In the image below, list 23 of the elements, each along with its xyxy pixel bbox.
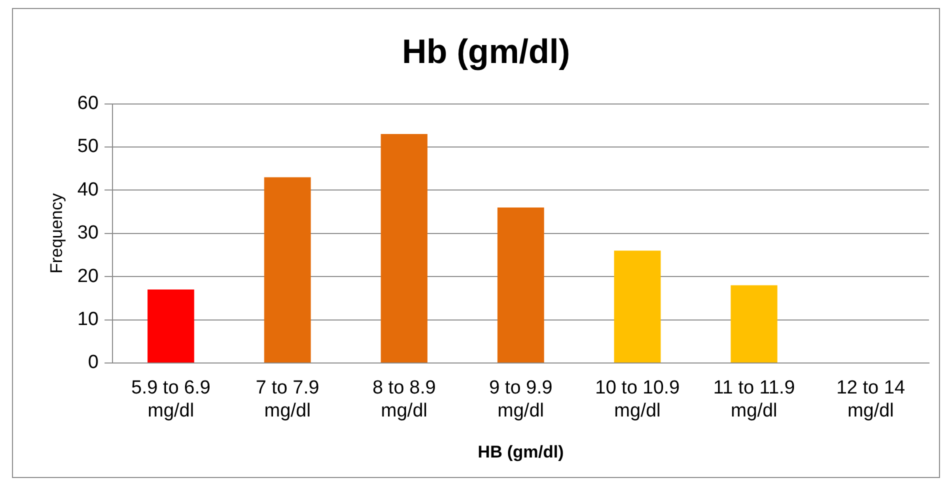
x-tick-label: 8 to 8.9 mg/dl	[372, 378, 436, 422]
x-tick-label: 9 to 9.9 mg/dl	[489, 378, 552, 422]
x-tick-label: 11 to 11.9 mg/dl	[713, 378, 795, 422]
x-axis-title: HB (gm/dl)	[478, 442, 564, 462]
x-tick-label: 5.9 to 6.9 mg/dl	[131, 378, 210, 422]
bar	[497, 207, 544, 362]
bar	[264, 177, 311, 362]
x-tick-label: 7 to 7.9 mg/dl	[256, 378, 320, 422]
bar	[148, 290, 194, 362]
y-tick-label: 30	[77, 222, 99, 244]
y-tick-label: 0	[88, 352, 99, 374]
bar	[380, 134, 428, 362]
y-tick-label: 40	[77, 179, 99, 200]
y-tick-label: 50	[77, 136, 99, 158]
bar	[730, 285, 778, 362]
bar	[614, 250, 661, 362]
y-tick-label: 60	[77, 93, 99, 114]
y-tick-label: 10	[77, 309, 99, 330]
chart-title: Hb (gm/dl)	[402, 32, 570, 71]
y-axis-title: Frequency	[46, 192, 66, 274]
x-tick-label: 12 to 14 mg/dl	[836, 378, 906, 422]
x-tick-label: 10 to 10.9 mg/dl	[595, 378, 680, 422]
y-tick-label: 20	[77, 266, 99, 287]
